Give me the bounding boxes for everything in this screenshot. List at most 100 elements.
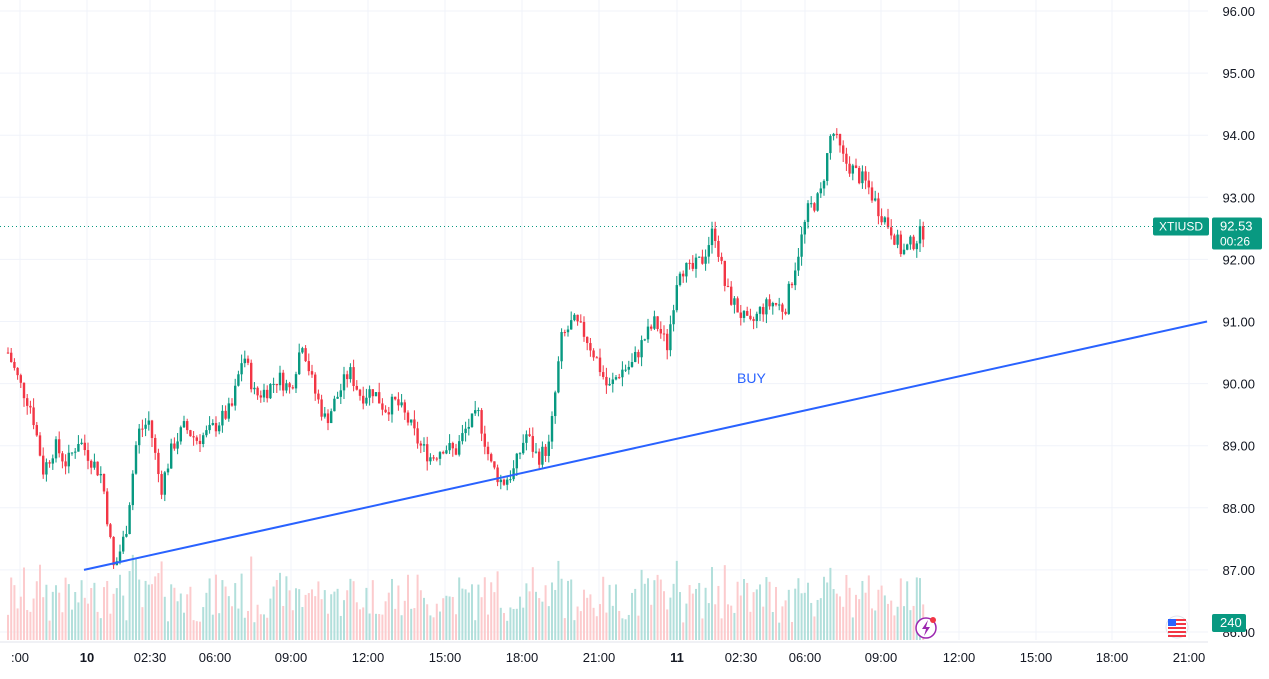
candle-body: [128, 505, 131, 535]
lightning-icon[interactable]: [915, 617, 937, 639]
candle-body: [246, 358, 250, 363]
volume-bar: [669, 597, 672, 640]
candle-body: [912, 236, 915, 250]
candle-body: [637, 351, 640, 358]
candle-body: [333, 398, 336, 412]
volume-bar: [410, 608, 413, 640]
candle-body: [208, 424, 211, 431]
volume-bar: [355, 602, 358, 640]
candle-body: [630, 361, 634, 367]
candle-body: [422, 444, 426, 446]
candle-body: [864, 171, 867, 181]
candle-body: [717, 240, 720, 257]
volume-bar: [119, 574, 121, 640]
candle-body: [83, 442, 86, 451]
candle-body: [710, 228, 714, 246]
volume-bar: [362, 607, 365, 640]
x-tick-label: 21:00: [1173, 650, 1206, 665]
bar-countdown-label: 00:26: [1220, 234, 1250, 248]
volume-bar: [650, 604, 653, 640]
volume-bar: [330, 594, 333, 640]
y-tick-label: 87.00: [1222, 563, 1255, 578]
candle-body: [45, 462, 48, 475]
volume-bar: [99, 618, 102, 640]
volume-bar: [218, 613, 221, 640]
volume-bar: [525, 583, 528, 640]
candle-body: [310, 371, 314, 375]
volume-bar: [813, 616, 816, 640]
candle-body: [141, 428, 144, 430]
candle-body: [733, 298, 736, 305]
volume-bar: [704, 587, 707, 640]
volume-bar: [157, 573, 160, 640]
x-tick-label: 02:30: [725, 650, 758, 665]
candle-body: [166, 468, 170, 473]
candle-body: [144, 424, 147, 429]
candle-body: [461, 433, 464, 442]
volume-bar: [432, 617, 435, 640]
volume-bar: [112, 593, 115, 640]
candle-body: [624, 369, 627, 371]
volume-bar: [829, 567, 832, 640]
candle-body: [829, 136, 832, 154]
volume-bar: [752, 592, 755, 640]
trendline[interactable]: [83, 320, 1208, 571]
candle-body: [707, 245, 710, 257]
volume-bar: [560, 578, 563, 640]
x-tick-label: 06:00: [789, 650, 822, 665]
volume-bar: [106, 580, 109, 640]
candle-body: [86, 450, 90, 461]
candle-body: [339, 390, 342, 397]
candle-body: [723, 260, 726, 286]
candle-body: [202, 435, 205, 445]
y-tick-label: 88.00: [1222, 501, 1255, 516]
candle-body: [589, 343, 592, 351]
candle-body: [294, 374, 298, 389]
candle-body: [378, 392, 381, 404]
volume-bar: [429, 615, 432, 640]
candle-body: [675, 285, 678, 311]
candle-body: [192, 436, 195, 438]
volume-bar: [592, 607, 595, 640]
volume-bar: [77, 602, 80, 640]
candle-body: [29, 405, 32, 408]
volume-bar: [871, 608, 873, 640]
us-flag-icon[interactable]: [1165, 615, 1189, 639]
candle-body: [70, 452, 74, 454]
candle-body: [518, 453, 522, 455]
candle-body: [26, 398, 29, 406]
volume-bar: [320, 599, 323, 640]
price-axis[interactable]: 96.00 95.00 94.00 93.00 92.00 91.00 90.00 89.00…: [1222, 4, 1255, 640]
flag-stripe: [1168, 635, 1186, 637]
volume-bar: [471, 584, 473, 640]
volume-bar: [589, 594, 592, 640]
candle-body: [442, 452, 445, 454]
volume-bar: [272, 586, 275, 640]
volume-bar: [727, 604, 729, 640]
volume-bar: [375, 613, 377, 640]
candle-body: [835, 133, 838, 135]
candle-body: [342, 374, 346, 391]
volume-bar: [647, 578, 649, 640]
volume-bar: [339, 615, 342, 640]
volume-bar: [791, 621, 793, 640]
candle-body: [394, 396, 397, 400]
volume-bar: [128, 571, 131, 640]
volume-bar: [685, 603, 688, 640]
time-axis[interactable]: :00 10 02:30 06:00 09:00 12:00 15:00 18:00 21:00…: [11, 650, 1205, 665]
candle-body: [349, 367, 352, 380]
candle-body: [573, 314, 576, 321]
x-tick-label: 06:00: [199, 650, 232, 665]
candle-body: [560, 332, 563, 362]
candle-body: [483, 433, 486, 447]
volume-bar: [259, 614, 262, 640]
volume-bar: [371, 580, 374, 640]
volume-bar: [58, 592, 61, 640]
volume-bar: [839, 596, 841, 640]
volume-bar: [599, 604, 601, 640]
volume-bar: [16, 608, 19, 640]
volume-bar: [451, 596, 454, 640]
volume-bar: [496, 571, 499, 640]
candle-body: [374, 392, 378, 397]
